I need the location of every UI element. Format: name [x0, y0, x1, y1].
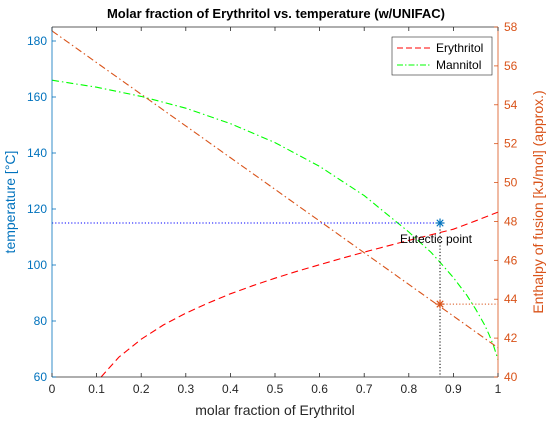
- y-right-tick-label: 52: [504, 137, 518, 151]
- y-right-tick-label: 44: [504, 292, 518, 306]
- y-right-tick-label: 56: [504, 59, 518, 73]
- y-left-tick-label: 60: [34, 370, 48, 384]
- x-tick-label: 0.8: [400, 382, 417, 396]
- y-left-axis-label: temperature [°C]: [2, 151, 18, 254]
- x-tick-label: 0.4: [222, 382, 239, 396]
- y-right-tick-label: 54: [504, 98, 518, 112]
- x-tick-label: 0.5: [267, 382, 284, 396]
- y-left-tick-label: 180: [27, 34, 47, 48]
- x-ticks: 0 0.1 0.2 0.3 0.4 0.5 0.6 0.7 0.8 0.9 1: [49, 27, 502, 396]
- series-layer: [51, 30, 499, 378]
- eutectic-marker-temperature: [435, 218, 445, 228]
- y-right-tick-label: 50: [504, 176, 518, 190]
- legend-box: [391, 36, 493, 76]
- erythritol-curve: [100, 211, 499, 378]
- mannitol-curve: [51, 79, 499, 360]
- eutectic-label: Eutectic point: [400, 232, 473, 246]
- x-axis-label: molar fraction of Erythritol: [195, 402, 355, 418]
- legend-label-erythritol: Erythritol: [436, 41, 483, 55]
- eutectic-marker-enthalpy: [435, 299, 445, 309]
- x-tick-label: 0.2: [133, 382, 150, 396]
- y-left-tick-label: 80: [34, 314, 48, 328]
- y-right-tick-label: 46: [504, 253, 518, 267]
- y-left-tick-label: 100: [27, 258, 47, 272]
- y-right-tick-label: 58: [504, 20, 518, 34]
- y-right-ticks: 40 42 44 46 48 50 52 54 56 58: [494, 20, 518, 384]
- x-tick-label: 0.7: [356, 382, 373, 396]
- enthalpy-line: [51, 30, 499, 349]
- y-right-axis-label: Enthalpy of fusion [kJ/mol] (approx.): [530, 90, 546, 313]
- x-tick-label: 0.9: [445, 382, 462, 396]
- plot-area: [52, 27, 498, 377]
- y-right-tick-label: 48: [504, 214, 518, 228]
- x-tick-label: 0.1: [88, 382, 105, 396]
- legend: Erythritol Mannitol: [391, 36, 493, 76]
- y-left-tick-label: 160: [27, 90, 47, 104]
- x-tick-label: 0: [49, 382, 56, 396]
- y-right-tick-label: 40: [504, 370, 518, 384]
- x-tick-label: 0.6: [311, 382, 328, 396]
- legend-label-mannitol: Mannitol: [436, 58, 481, 72]
- marker-layer: [435, 218, 445, 309]
- y-left-tick-label: 140: [27, 146, 47, 160]
- y-right-tick-label: 42: [504, 331, 518, 345]
- chart-title: Molar fraction of Erythritol vs. tempera…: [107, 6, 445, 21]
- x-tick-label: 1: [495, 382, 502, 396]
- y-left-ticks: 60 80 100 120 140 160 180: [27, 34, 56, 384]
- y-left-tick-label: 120: [27, 202, 47, 216]
- x-tick-label: 0.3: [177, 382, 194, 396]
